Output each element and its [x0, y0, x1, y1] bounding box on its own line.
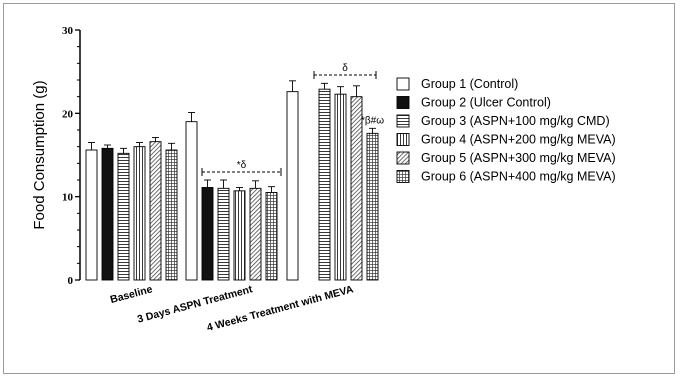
x-category-label: Baseline — [109, 283, 154, 306]
bar — [133, 146, 146, 281]
legend: Group 1 (Control) Group 2 (Ulcer Control)… — [396, 77, 616, 184]
legend-label: Group 3 (ASPN+100 mg/kg CMD) — [421, 114, 610, 128]
legend-label: Group 6 (ASPN+400 mg/kg MEVA) — [421, 170, 616, 184]
legend-swatch — [396, 114, 410, 128]
legend-label: Group 4 (ASPN+200 mg/kg MEVA) — [421, 133, 616, 147]
bar — [185, 121, 198, 281]
bar — [249, 187, 262, 281]
bracket-week4-label: δ — [342, 63, 348, 74]
bar — [85, 149, 98, 281]
bar — [233, 190, 246, 281]
y-tick-label: 0 — [68, 275, 74, 287]
y-tick-label: 10 — [62, 192, 74, 204]
bracket-day3-label: *δ — [237, 160, 247, 171]
bar — [165, 149, 178, 281]
y-axis-label: Food Consumption (g) — [31, 80, 48, 229]
bar — [149, 141, 162, 281]
bar — [117, 152, 130, 281]
bar — [366, 132, 379, 281]
bar — [286, 91, 299, 281]
group6-week4-significance: *β#ω — [361, 115, 384, 126]
bar — [265, 192, 278, 281]
legend-label: Group 1 (Control) — [421, 77, 518, 91]
significance-annotations: *δ δ *β#ω — [201, 63, 384, 176]
y-tick-label: 20 — [62, 108, 74, 120]
legend-swatch — [396, 151, 410, 165]
bar — [217, 187, 230, 281]
legend-swatch — [396, 170, 410, 183]
y-axis: 0 10 20 30 — [62, 25, 81, 287]
bars — [85, 80, 379, 281]
legend-swatch — [396, 96, 410, 109]
y-tick-label: 30 — [62, 25, 74, 37]
bar — [334, 93, 347, 281]
legend-swatch — [396, 133, 410, 146]
bar — [318, 88, 331, 281]
bar — [101, 147, 114, 281]
legend-swatch — [396, 77, 410, 91]
legend-label: Group 2 (Ulcer Control) — [421, 96, 551, 110]
bar — [201, 187, 214, 281]
legend-label: Group 5 (ASPN+300 mg/kg MEVA) — [421, 151, 616, 165]
